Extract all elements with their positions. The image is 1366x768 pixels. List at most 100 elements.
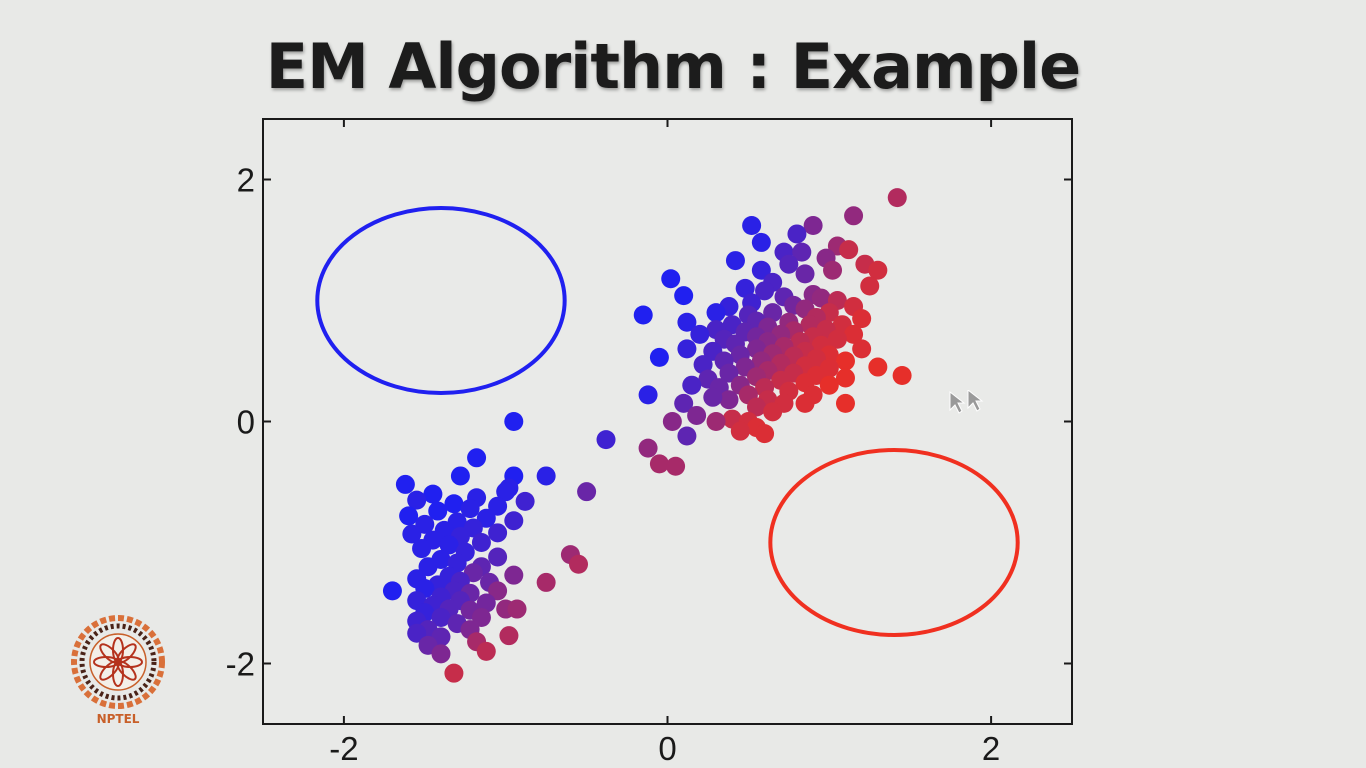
data-point [844, 324, 864, 344]
data-point [868, 260, 888, 280]
data-point [444, 663, 464, 683]
data-point [649, 347, 669, 367]
data-point [682, 375, 702, 395]
points-layer [382, 188, 912, 683]
data-point [755, 424, 775, 444]
data-point [536, 572, 556, 592]
data-point [536, 466, 556, 486]
data-point [892, 366, 912, 386]
data-point [496, 482, 516, 502]
ticks-layer [263, 119, 1072, 724]
data-point [725, 251, 745, 271]
data-point [674, 393, 694, 413]
nptel-logo-text: NPTEL [96, 712, 140, 726]
data-point [730, 421, 750, 441]
data-point [467, 448, 487, 468]
data-point [488, 581, 508, 601]
data-point [439, 535, 459, 555]
y-tick-label: 0 [237, 404, 255, 441]
data-point [811, 288, 831, 308]
data-point [677, 339, 697, 359]
x-tick-label: 0 [658, 730, 676, 767]
data-point [666, 456, 686, 476]
data-point [428, 501, 448, 521]
data-point [515, 491, 535, 511]
data-point [638, 385, 658, 405]
data-point [887, 188, 907, 208]
data-point [795, 264, 815, 284]
cluster-a-ellipse [315, 206, 567, 395]
data-point [792, 242, 812, 262]
data-point [677, 312, 697, 332]
cluster-b-ellipse [768, 448, 1020, 637]
data-point [476, 593, 496, 613]
ellipse-layer [315, 206, 1020, 637]
data-point [661, 269, 681, 289]
data-point [751, 232, 771, 252]
data-point [795, 393, 815, 413]
data-point [407, 623, 427, 643]
data-point [460, 499, 480, 519]
data-point [687, 405, 707, 425]
data-point [844, 206, 864, 226]
data-point [423, 484, 443, 504]
data-point [649, 454, 669, 474]
data-point [596, 430, 616, 450]
data-point [412, 539, 432, 559]
data-point [835, 393, 855, 413]
data-point [852, 339, 872, 359]
data-point [395, 474, 415, 494]
data-point [839, 240, 859, 260]
data-point [382, 581, 402, 601]
data-point [407, 490, 427, 510]
data-point [719, 363, 739, 383]
data-point [418, 557, 438, 577]
data-point [677, 426, 697, 446]
slide-title: EM Algorithm : Example [265, 30, 1082, 103]
data-point [835, 351, 855, 371]
data-point [763, 402, 783, 422]
y-tick-label: 2 [237, 162, 255, 199]
mouse-cursor-icon [949, 390, 984, 414]
data-point [742, 215, 762, 235]
data-point [852, 309, 872, 329]
data-point [703, 387, 723, 407]
data-point [787, 224, 807, 244]
data-point [402, 524, 422, 544]
data-point [823, 260, 843, 280]
data-point [803, 215, 823, 235]
data-point [415, 514, 435, 534]
tick-label-layer: -2 0 2 -2 0 2 [226, 162, 1001, 768]
x-tick-label: -2 [329, 730, 358, 767]
data-point [746, 397, 766, 417]
nptel-logo-icon [71, 615, 165, 709]
data-point [835, 368, 855, 388]
data-point [735, 278, 755, 298]
data-point [488, 523, 508, 543]
data-point [662, 412, 682, 431]
data-point [471, 608, 491, 628]
data-point [706, 303, 726, 323]
data-point [868, 357, 888, 377]
data-point [827, 329, 847, 349]
data-point [719, 390, 739, 410]
data-point [706, 412, 726, 431]
data-point [577, 482, 597, 502]
data-point [690, 324, 710, 344]
data-point [499, 626, 519, 646]
data-point [444, 494, 464, 514]
data-point [476, 641, 496, 661]
data-point [488, 547, 508, 567]
data-point [638, 438, 658, 458]
data-point [751, 260, 771, 280]
data-point [471, 533, 491, 552]
data-point [633, 305, 653, 325]
data-point [755, 281, 775, 301]
data-point [569, 554, 589, 574]
data-point [399, 506, 419, 526]
data-point [431, 644, 451, 664]
data-point [763, 303, 783, 323]
data-point [504, 565, 524, 585]
x-tick-label: 2 [982, 730, 1000, 767]
